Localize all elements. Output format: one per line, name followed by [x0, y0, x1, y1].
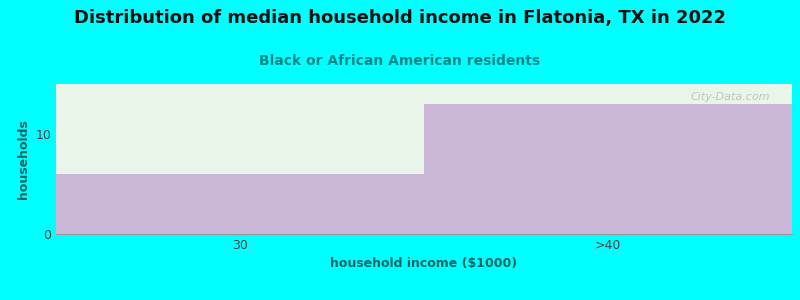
Y-axis label: households: households — [17, 119, 30, 199]
Bar — [424, 104, 792, 234]
Bar — [56, 174, 424, 234]
Text: Black or African American residents: Black or African American residents — [259, 54, 541, 68]
X-axis label: household income ($1000): household income ($1000) — [330, 257, 518, 270]
Text: City-Data.com: City-Data.com — [690, 92, 770, 101]
Text: Distribution of median household income in Flatonia, TX in 2022: Distribution of median household income … — [74, 9, 726, 27]
